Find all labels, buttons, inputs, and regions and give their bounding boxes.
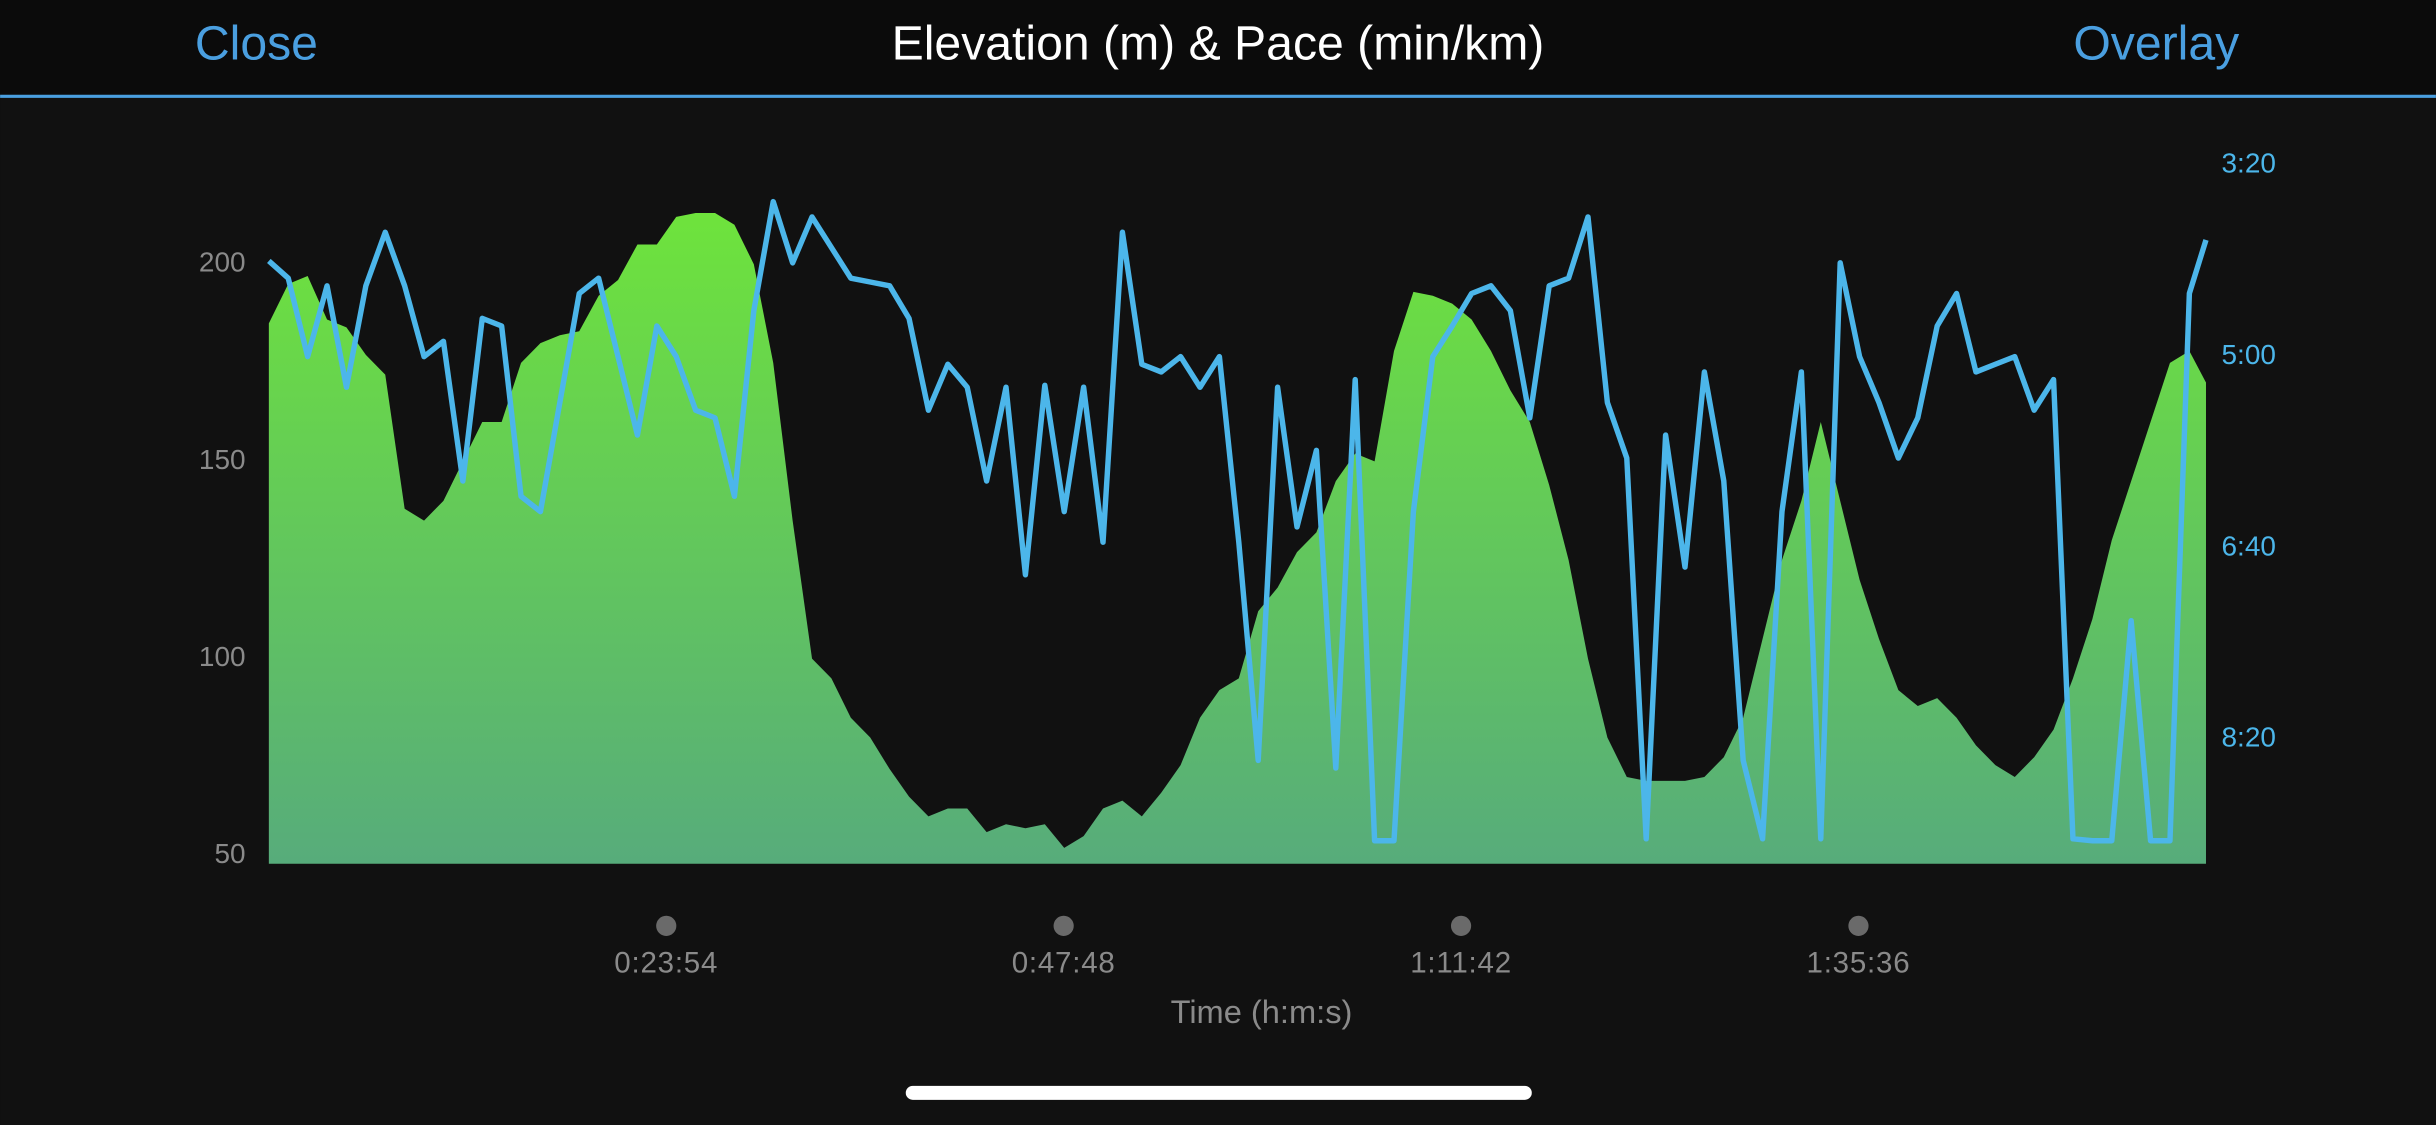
x-tick-label: 0:23:54 xyxy=(614,946,718,979)
y-tick-label: 100 xyxy=(199,641,246,672)
x-tick-label: 0:47:48 xyxy=(1012,946,1116,979)
x-axis-label: Time (h:m:s) xyxy=(1171,993,1353,1030)
chart-title: Elevation (m) & Pace (min/km) xyxy=(892,16,1545,70)
y2-tick-label: 5:00 xyxy=(2222,339,2276,370)
y-tick-label: 200 xyxy=(199,247,246,278)
x-tick-label: 1:35:36 xyxy=(1807,946,1911,979)
x-tick-dot xyxy=(1848,915,1869,936)
x-tick-dot xyxy=(1053,915,1074,936)
x-tick-dot xyxy=(656,915,677,936)
header-bar xyxy=(0,0,2436,97)
overlay-button[interactable]: Overlay xyxy=(2073,16,2239,70)
x-tick-dot xyxy=(1450,915,1472,936)
close-button[interactable]: Close xyxy=(195,16,318,70)
x-tick-label: 1:11:42 xyxy=(1410,946,1512,979)
home-indicator xyxy=(905,1085,1532,1100)
y-tick-label: 50 xyxy=(214,838,245,869)
y2-tick-label: 6:40 xyxy=(2222,530,2276,561)
pace-line xyxy=(267,198,2209,844)
plot: 50 100 150 200 3:20 5:00 6:40 8:20 0:23:54 0:47:4… xyxy=(199,148,2276,980)
y2-tick-label: 8:20 xyxy=(2222,722,2276,753)
elevation-area xyxy=(268,212,2206,864)
y-tick-label: 150 xyxy=(199,444,246,475)
y2-tick-label: 3:20 xyxy=(2222,148,2276,179)
